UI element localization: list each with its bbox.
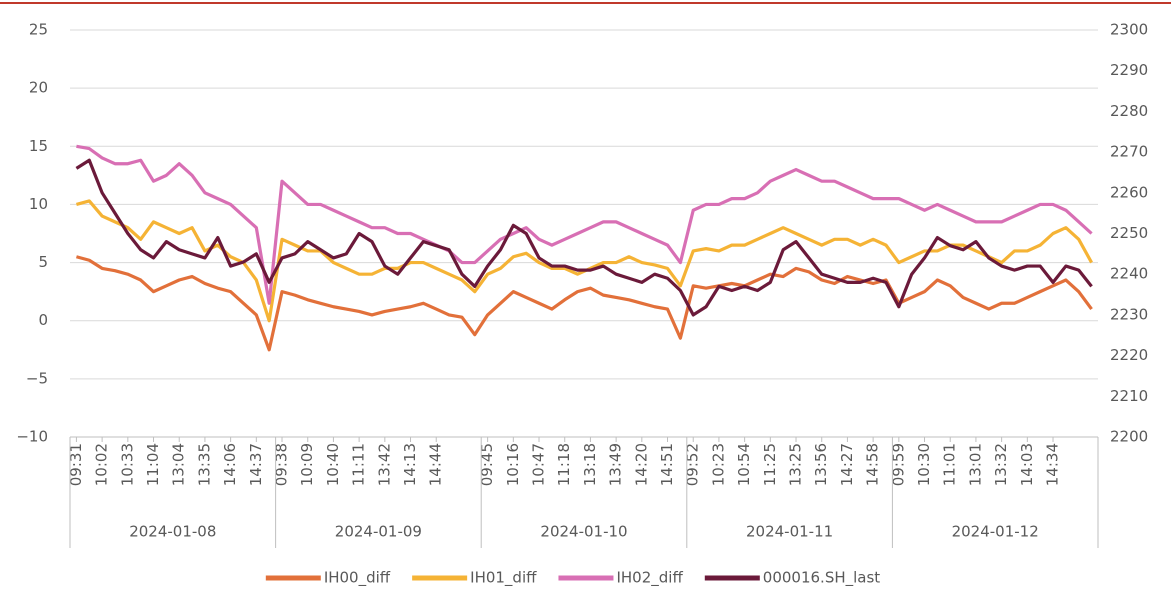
y2-tick-label: 2270 <box>1110 143 1148 161</box>
group-label: 2024-01-12 <box>952 523 1039 541</box>
x-tick-label: 14:27 <box>838 443 856 486</box>
group-label: 2024-01-10 <box>540 523 627 541</box>
x-tick-label: 09:45 <box>478 443 496 486</box>
x-tick-label: 13:04 <box>170 443 188 486</box>
y2-tick-label: 2260 <box>1110 183 1148 201</box>
legend-label: IH01_diff <box>470 569 537 588</box>
x-tick-label: 10:23 <box>709 443 727 486</box>
x-tick-label: 09:38 <box>273 443 291 486</box>
x-tick-label: 10:16 <box>504 443 522 486</box>
x-tick-label: 14:44 <box>427 443 445 486</box>
series-line <box>76 144 1093 305</box>
x-tick-label: 10:40 <box>324 443 342 486</box>
x-tick-label: 13:35 <box>195 443 213 486</box>
x-tick-label: 09:31 <box>67 443 85 486</box>
x-tick-label: 14:13 <box>401 443 419 486</box>
series-line <box>75 158 1093 317</box>
group-label: 2024-01-11 <box>746 523 833 541</box>
y-tick-label: 0 <box>38 311 48 329</box>
x-tick-label: 14:58 <box>864 443 882 486</box>
x-tick-label: 11:01 <box>941 443 959 486</box>
y-tick-label: 5 <box>38 253 48 271</box>
y-tick-label: 20 <box>29 79 48 97</box>
y-tick-label: 25 <box>29 21 48 39</box>
series-line <box>76 255 1093 352</box>
y2-tick-label: 2220 <box>1110 346 1148 364</box>
y2-tick-label: 2240 <box>1110 265 1148 283</box>
x-tick-label: 14:34 <box>1044 443 1062 486</box>
x-tick-label: 09:52 <box>684 443 702 486</box>
x-tick-label: 10:02 <box>93 443 111 486</box>
x-tick-label: 13:01 <box>966 443 984 486</box>
x-tick-label: 11:25 <box>761 443 779 486</box>
x-tick-label: 14:37 <box>247 443 265 486</box>
x-tick-label: 11:11 <box>350 443 368 486</box>
y-tick-label: 10 <box>29 195 48 213</box>
group-label: 2024-01-09 <box>335 523 422 541</box>
x-tick-label: 14:03 <box>1018 443 1036 486</box>
legend-label: IH02_diff <box>616 569 683 588</box>
x-tick-label: 13:25 <box>787 443 805 486</box>
y-tick-label: −10 <box>16 428 48 446</box>
group-label: 2024-01-08 <box>129 523 216 541</box>
legend-label: 000016.SH_last <box>763 569 881 588</box>
x-tick-label: 11:04 <box>144 443 162 486</box>
x-tick-label: 10:33 <box>118 443 136 486</box>
x-tick-label: 13:42 <box>375 443 393 486</box>
y-tick-label: −5 <box>26 369 48 387</box>
y2-tick-label: 2200 <box>1110 428 1148 446</box>
x-tick-label: 10:09 <box>298 443 316 486</box>
x-tick-label: 10:47 <box>530 443 548 486</box>
y2-tick-label: 2300 <box>1110 21 1148 39</box>
x-tick-label: 13:49 <box>607 443 625 486</box>
y2-tick-label: 2210 <box>1110 387 1148 405</box>
x-tick-label: 14:51 <box>658 443 676 486</box>
x-tick-label: 10:54 <box>735 443 753 486</box>
x-tick-label: 11:18 <box>555 443 573 486</box>
y2-tick-label: 2290 <box>1110 61 1148 79</box>
y2-tick-label: 2280 <box>1110 102 1148 120</box>
x-tick-label: 13:32 <box>992 443 1010 486</box>
y-tick-label: 15 <box>29 137 48 155</box>
x-tick-label: 09:59 <box>889 443 907 486</box>
x-tick-label: 13:18 <box>581 443 599 486</box>
y2-tick-label: 2250 <box>1110 224 1148 242</box>
y2-tick-label: 2230 <box>1110 305 1148 323</box>
legend-label: IH00_diff <box>324 569 391 588</box>
x-tick-label: 10:30 <box>915 443 933 486</box>
x-tick-label: 14:20 <box>632 443 650 486</box>
x-tick-label: 14:06 <box>221 443 239 486</box>
x-tick-label: 13:56 <box>812 443 830 486</box>
